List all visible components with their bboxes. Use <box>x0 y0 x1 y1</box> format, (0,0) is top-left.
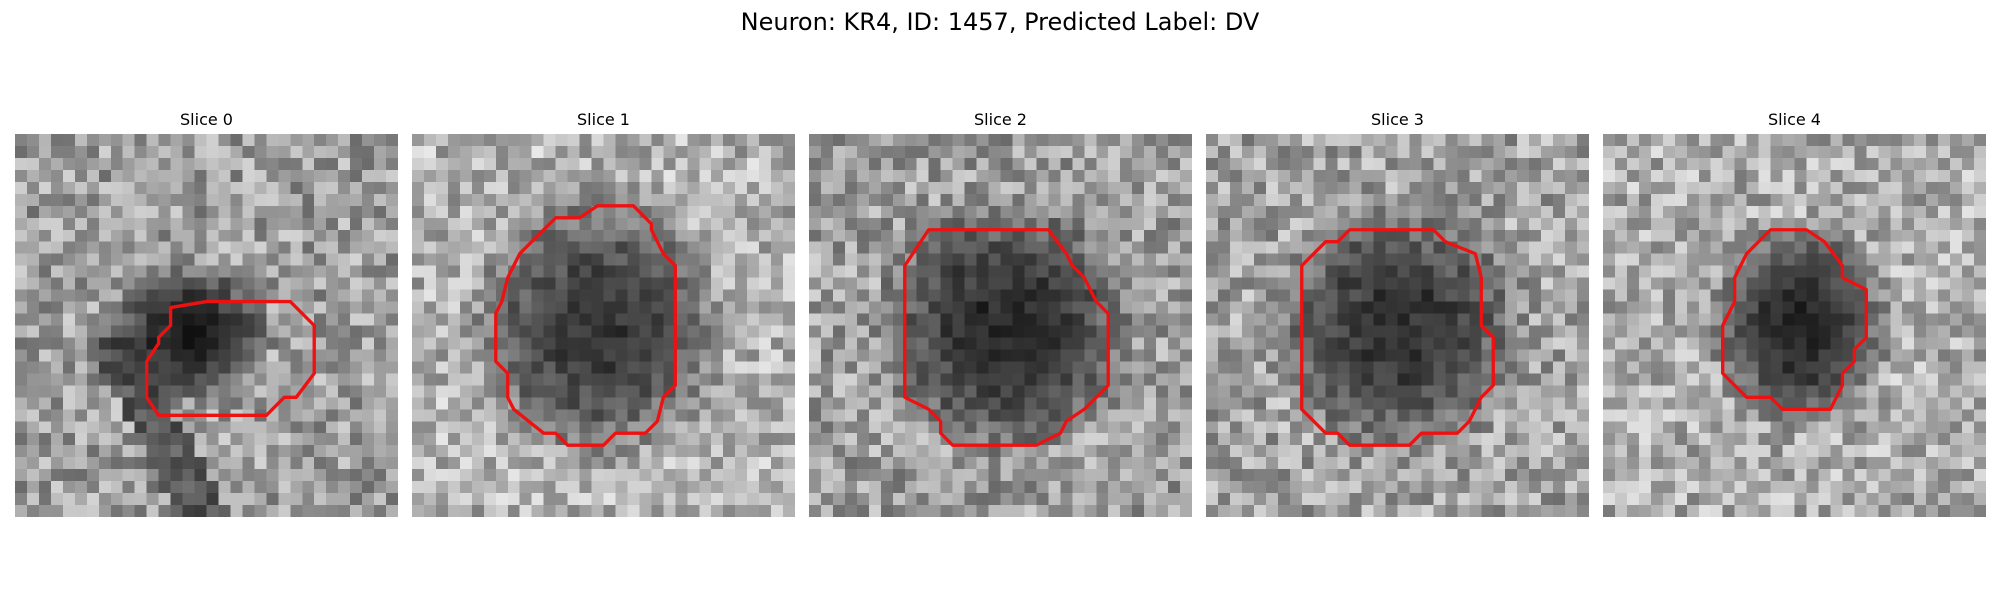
slice-image <box>1206 134 1589 517</box>
slice-panel-2: Slice 2 <box>809 108 1192 517</box>
roi-contour <box>1721 228 1868 411</box>
roi-contour <box>494 204 677 447</box>
slice-title: Slice 3 <box>1371 110 1424 129</box>
slice-image <box>809 134 1192 517</box>
slice-image <box>412 134 795 517</box>
slice-image <box>1603 134 1986 517</box>
slice-title: Slice 2 <box>974 110 1027 129</box>
roi-contour <box>144 299 316 417</box>
slice-panel-0: Slice 0 <box>15 108 398 517</box>
slice-image <box>15 134 398 517</box>
slice-title: Slice 4 <box>1768 110 1821 129</box>
slice-panel-4: Slice 4 <box>1603 108 1986 517</box>
slice-panel-3: Slice 3 <box>1206 108 1589 517</box>
slice-panel-1: Slice 1 <box>412 108 795 517</box>
figure-title: Neuron: KR4, ID: 1457, Predicted Label: … <box>740 8 1260 36</box>
slice-title: Slice 1 <box>577 110 630 129</box>
slice-title: Slice 0 <box>180 110 233 129</box>
roi-contour <box>1300 228 1495 447</box>
roi-contour <box>903 228 1110 447</box>
